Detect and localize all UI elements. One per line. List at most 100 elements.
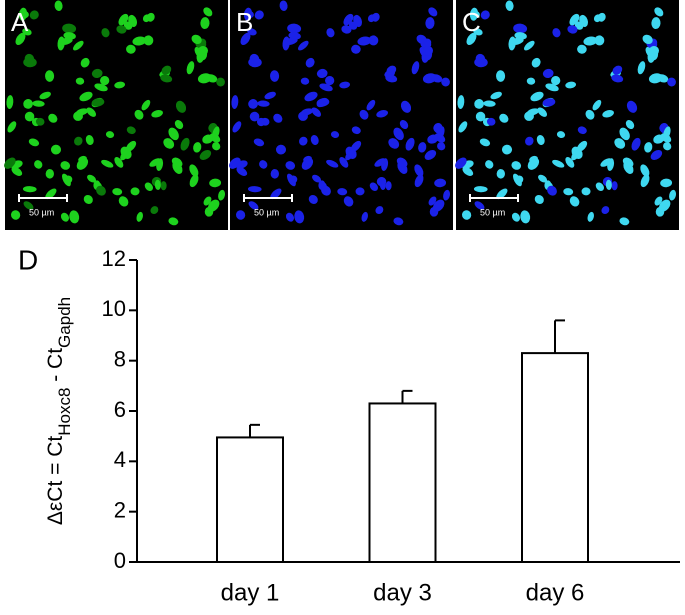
nucleus [345, 146, 357, 159]
nucleus [325, 75, 335, 86]
nucleus [597, 12, 606, 22]
nucleus [120, 146, 132, 159]
nucleus [339, 81, 351, 89]
nucleus [587, 211, 594, 222]
nucleus [289, 175, 298, 184]
nucleus [642, 34, 653, 45]
nucleus [640, 164, 650, 177]
nucleus [248, 201, 259, 210]
nucleus [396, 157, 408, 168]
nucleus [23, 201, 34, 210]
nucleus [101, 28, 110, 38]
x-tick-label: day 1 [221, 579, 280, 606]
nucleus [321, 185, 331, 196]
nucleus [592, 99, 602, 111]
nucleus [310, 134, 319, 146]
nucleus [128, 14, 137, 27]
nucleus [601, 206, 610, 215]
scale-bar-label: 50 µm [254, 207, 279, 217]
nucleus [501, 144, 513, 155]
nucleus [180, 137, 190, 151]
nucleus [651, 17, 661, 30]
nucleus [316, 68, 328, 79]
nucleus [416, 34, 427, 45]
nucleus [249, 111, 260, 122]
nucleus [76, 157, 89, 170]
nucleus [474, 57, 488, 68]
nucleus [118, 196, 129, 207]
nucleus [669, 189, 677, 201]
nucleus [569, 196, 580, 207]
nucleus [161, 65, 172, 75]
nucleus [432, 199, 445, 212]
nucleus [32, 100, 45, 107]
nucleus [594, 35, 605, 46]
scale-bar-label: 50 µm [480, 207, 505, 217]
nucleus [150, 206, 159, 215]
microscopy-panels: 50 µm A 50 µm B 50 µm C [4, 0, 679, 230]
nucleus [508, 36, 516, 51]
nucleus [114, 81, 126, 89]
nucleus [443, 189, 451, 201]
nucleus [583, 36, 598, 46]
nucleus [581, 187, 591, 196]
nucleus [437, 126, 445, 140]
nucleus [91, 98, 105, 107]
nucleus [248, 57, 262, 68]
bar [368, 402, 437, 564]
nucleus [285, 161, 296, 170]
nucleus [326, 28, 335, 38]
nucleus [414, 174, 424, 188]
nucleus [496, 70, 506, 82]
nucleus [393, 127, 404, 141]
nucleus [126, 126, 136, 135]
nucleus [428, 196, 437, 206]
nucleus [496, 188, 508, 200]
nucleus [538, 174, 548, 183]
nucleus [254, 10, 264, 20]
nucleus [515, 175, 524, 184]
nucleus [430, 74, 443, 83]
nucleus [434, 178, 447, 188]
nucleus [386, 65, 397, 75]
nucleus [527, 157, 540, 170]
nucleus [357, 36, 372, 46]
nucleus [480, 10, 490, 20]
nucleus [34, 160, 43, 169]
nucleus [483, 100, 496, 107]
nucleus [531, 57, 541, 68]
y-axis-label: ΔεCt = CtHoxc8 - CtGapdh [44, 297, 74, 525]
nucleus [526, 77, 536, 85]
y-label-subscript: Gapdh [55, 297, 74, 348]
nucleus [374, 158, 386, 167]
nucleus [189, 174, 199, 188]
nucleus [212, 126, 220, 140]
nucleus [542, 98, 556, 107]
nucleus [193, 142, 202, 153]
nucleus [565, 81, 577, 89]
nucleus [514, 32, 527, 40]
nucleus [240, 32, 251, 45]
nucleus [393, 217, 404, 226]
nucleus [640, 174, 650, 188]
nucleus [351, 126, 361, 135]
nucleus [203, 196, 212, 206]
nucleus [534, 194, 544, 205]
nucleus [15, 32, 26, 45]
nucleus [75, 77, 85, 85]
nucleus [461, 210, 472, 220]
nucleus [343, 13, 354, 26]
nucleus [216, 77, 225, 87]
nucleus [87, 174, 97, 183]
nucleus [361, 211, 368, 222]
nucleus [275, 144, 287, 155]
nucleus [424, 149, 437, 160]
nucleus [475, 111, 486, 122]
nucleus [425, 17, 435, 30]
nucleus [355, 187, 365, 196]
nucleus [319, 83, 333, 92]
y-tick-label: 12 [102, 246, 126, 271]
nucleus [60, 161, 71, 170]
nucleus [631, 137, 641, 151]
